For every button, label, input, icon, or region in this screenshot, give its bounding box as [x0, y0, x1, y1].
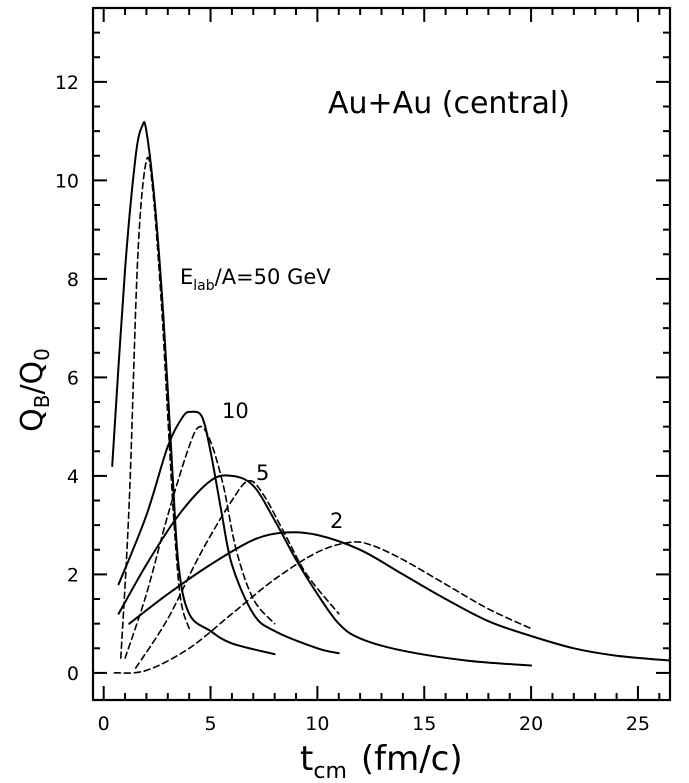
x-tick-label: 0: [98, 713, 110, 735]
y-axis-title: QB/Q0: [15, 348, 54, 432]
dashed-curve: [113, 541, 532, 674]
dashed-curve: [134, 479, 340, 669]
energy-label: Elab/A=50 GeV: [180, 265, 331, 294]
x-axis-title: tcm (fm/c): [300, 739, 463, 783]
y-tick-label: 2: [67, 564, 79, 586]
y-tick-label: 4: [67, 466, 79, 488]
axis-ticks: [93, 7, 670, 700]
y-tick-label: 10: [55, 170, 79, 192]
x-tick-label: 20: [519, 713, 543, 735]
dashed-curve: [124, 425, 276, 659]
chart-title: Au+Au (central): [328, 86, 570, 121]
solid-curve: [117, 474, 533, 667]
y-tick-label: 12: [55, 72, 79, 94]
curve-label-2: 2: [330, 509, 343, 533]
y-tick-label: 8: [67, 269, 79, 291]
x-tick-label: 25: [626, 713, 650, 735]
curve-label-5: 5: [256, 461, 269, 485]
data-curves: [111, 121, 671, 674]
dashed-curve: [120, 156, 190, 659]
x-tick-label: 15: [412, 713, 436, 735]
x-tick-label: 5: [204, 713, 216, 735]
y-tick-label: 0: [67, 663, 79, 685]
solid-curve: [117, 410, 340, 655]
x-tick-label: 10: [305, 713, 329, 735]
solid-curve: [111, 121, 276, 656]
curve-label-10: 10: [222, 399, 249, 423]
solid-curve: [128, 531, 671, 662]
y-tick-label: 6: [67, 367, 79, 389]
